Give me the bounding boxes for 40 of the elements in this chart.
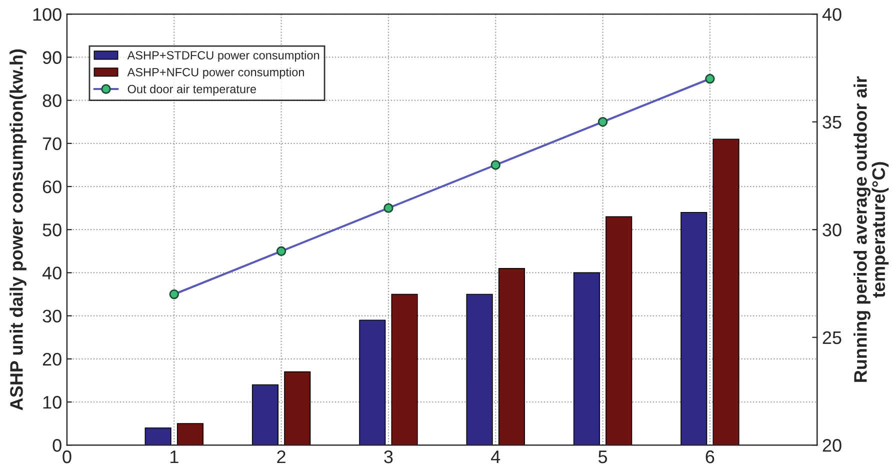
- y-tick-label: 10: [43, 396, 62, 409]
- y2-tick-label: 35: [822, 116, 842, 129]
- bar: [284, 371, 311, 446]
- bar: [252, 384, 278, 446]
- bar: [466, 294, 493, 446]
- y-tick-label: 30: [42, 310, 62, 323]
- bar: [176, 423, 204, 446]
- y-tick-label: 20: [42, 352, 62, 366]
- bar: [144, 427, 172, 446]
- bar: [680, 212, 708, 446]
- bar: [573, 272, 600, 446]
- legend-label: ASHP+NFCU power consumption: [127, 68, 304, 79]
- legend-label: ASHP+STDFCU power consumption: [127, 50, 320, 62]
- y2-tick-label: 30: [822, 224, 842, 236]
- y2-tick-label: 25: [822, 331, 842, 344]
- bar: [391, 294, 418, 446]
- legend-label: Out door air temperature: [128, 84, 256, 96]
- x-tick-label: 1: [170, 450, 178, 464]
- y-tick-label: 0: [52, 439, 62, 452]
- y-tick-label: 100: [33, 8, 62, 21]
- y2-tick-label: 40: [822, 8, 842, 21]
- bar: [498, 268, 525, 446]
- bar: [606, 216, 632, 446]
- x-tick-label: 4: [491, 450, 500, 464]
- x-tick-label: 0: [62, 450, 72, 464]
- y-tick-label: 80: [42, 94, 62, 108]
- y2-axis-title: Running period average outdoor air temperature(°C): [854, 76, 889, 382]
- y-tick-label: 50: [42, 224, 62, 236]
- y-tick-label: 90: [42, 51, 62, 64]
- y2-tick-label: 20: [822, 439, 842, 452]
- x-tick-label: 5: [598, 450, 608, 464]
- bar: [359, 320, 386, 446]
- y-tick-label: 70: [42, 137, 62, 150]
- y-tick-label: 60: [42, 180, 62, 194]
- x-tick-label: 2: [277, 450, 286, 464]
- y-tick-label: 40: [42, 266, 62, 280]
- x-tick-label: 3: [384, 450, 393, 464]
- x-tick-label: 6: [706, 450, 714, 464]
- y-axis-title: ASHP unit daily power consumption(kw.h): [10, 49, 26, 410]
- bar: [712, 138, 740, 446]
